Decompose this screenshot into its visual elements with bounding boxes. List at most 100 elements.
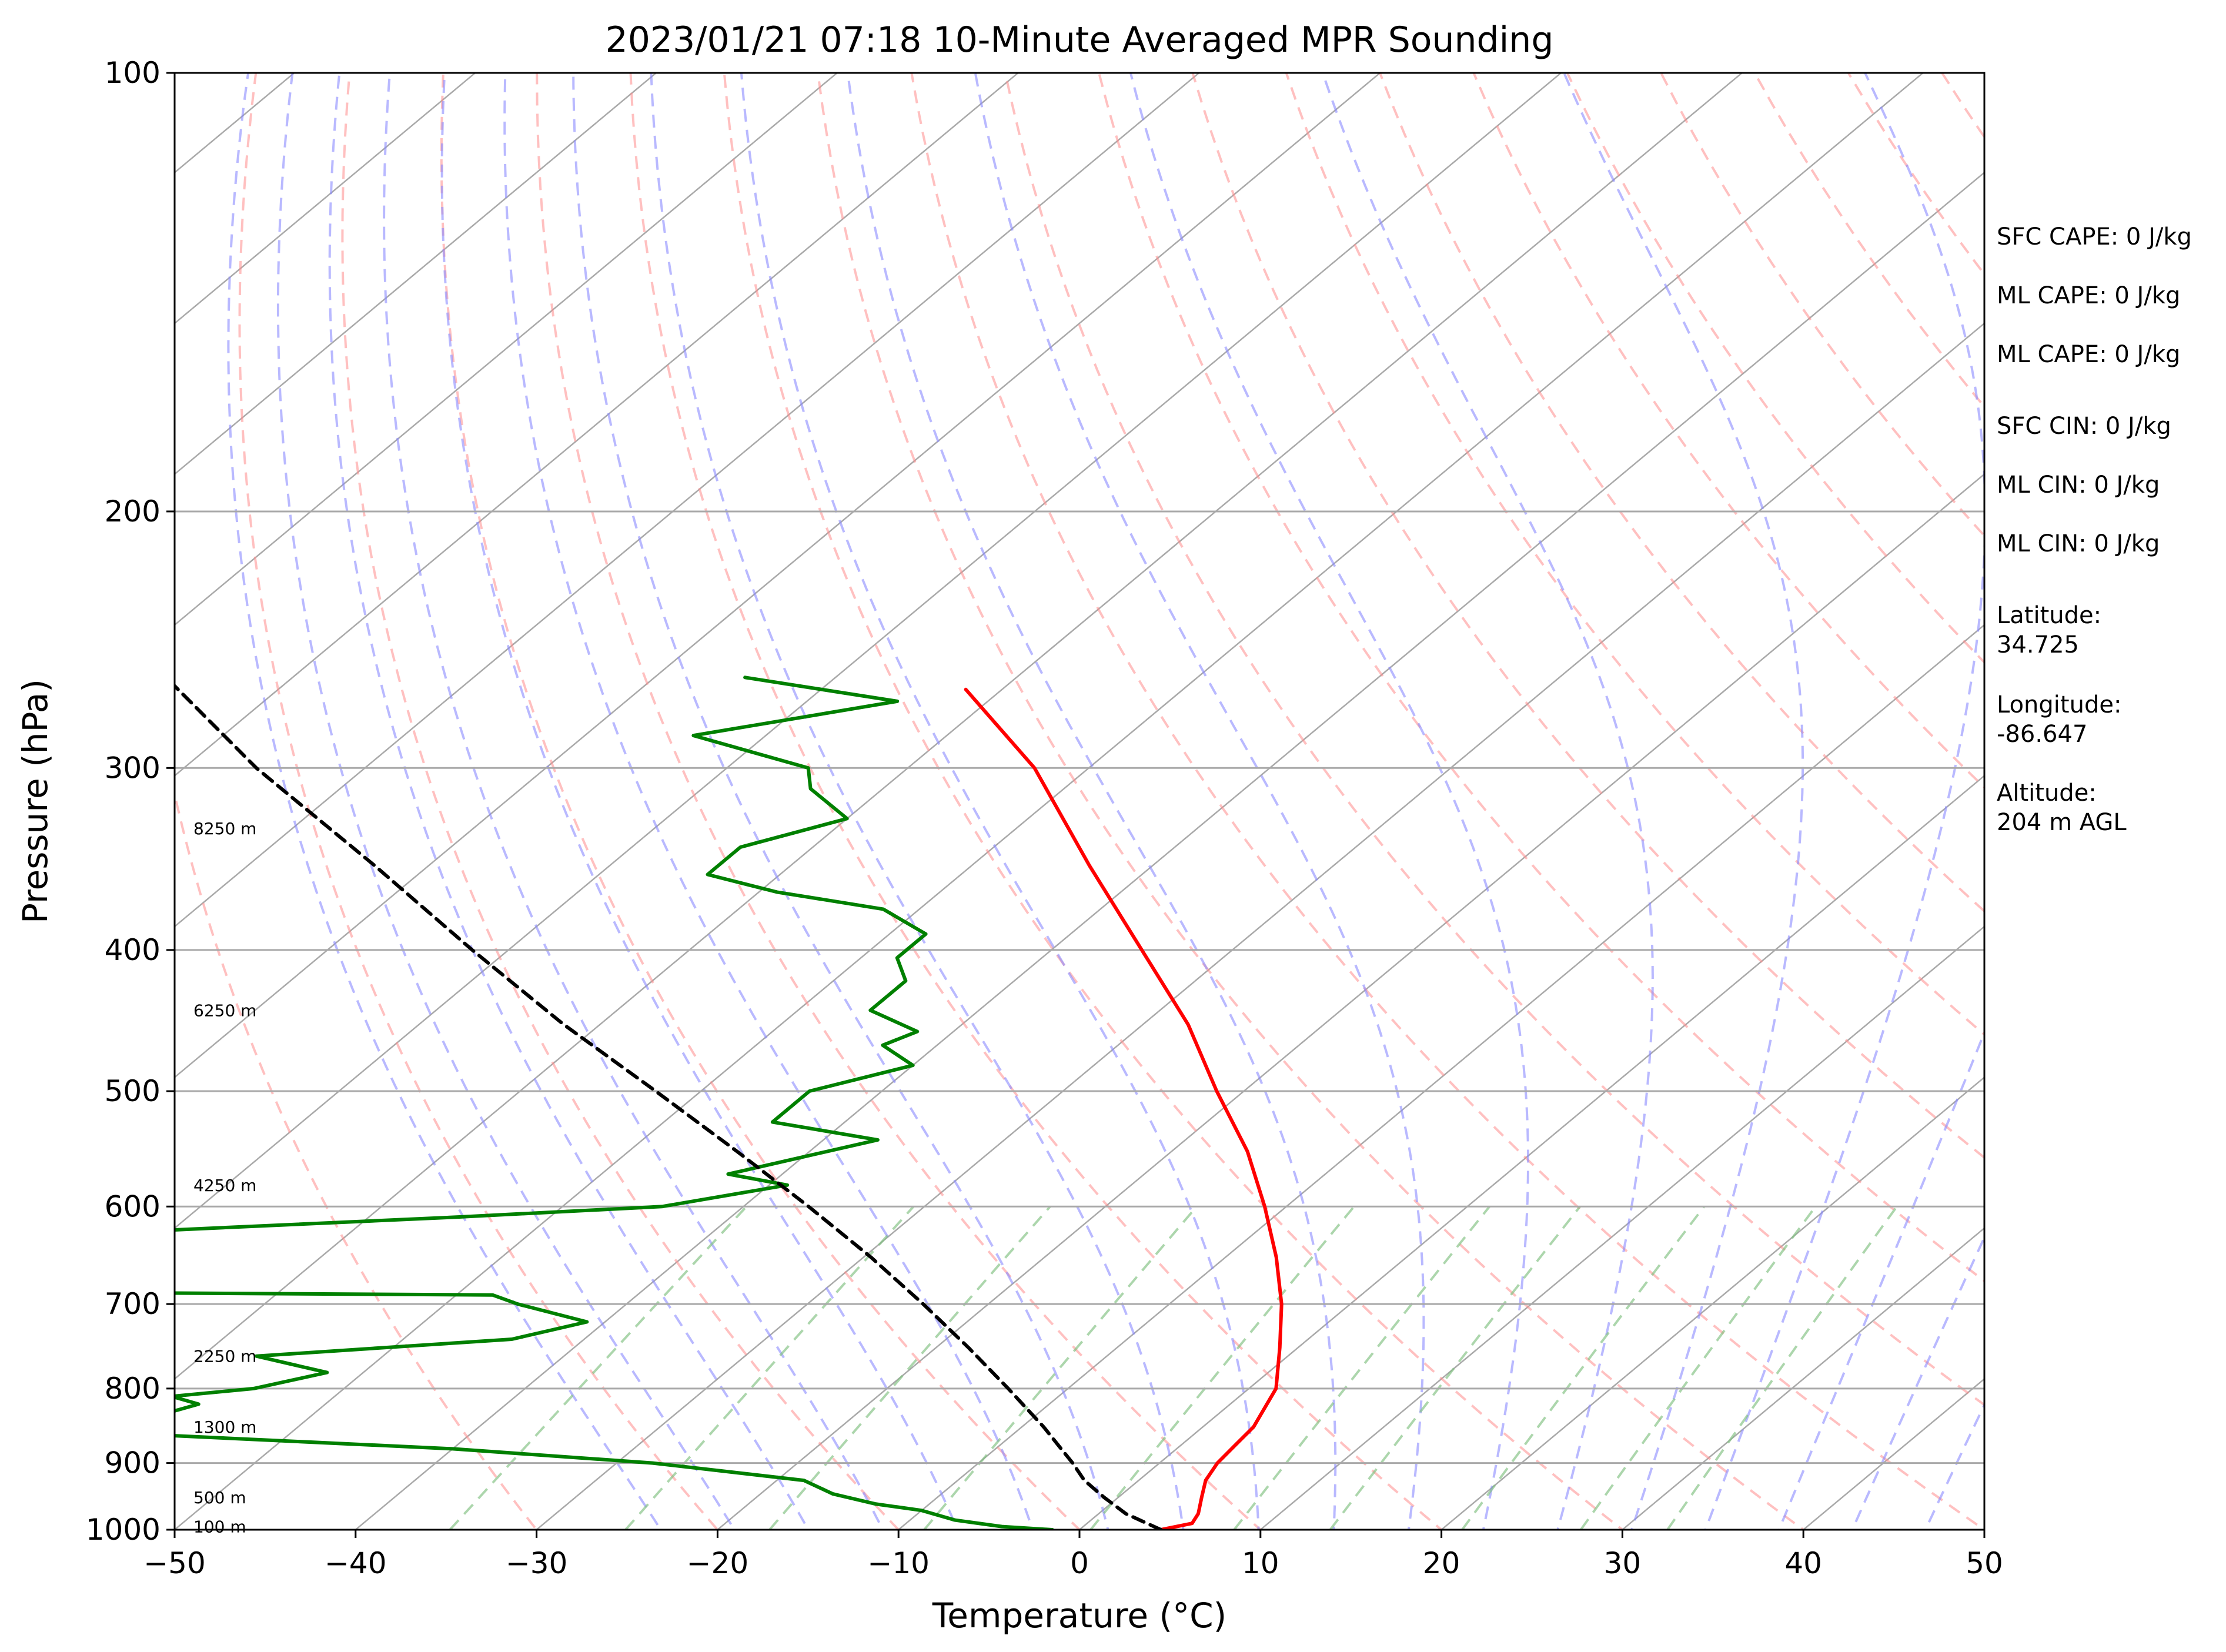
series-line-dewpoint <box>175 675 1054 1530</box>
isotherm-line <box>1440 1076 1984 1530</box>
dry-adiabat-line <box>817 73 1806 1530</box>
side-annotation: 34.725 <box>1997 631 2079 658</box>
dry-adiabat-line <box>723 73 1625 1530</box>
moist-adiabat-line <box>974 73 1425 1530</box>
x-tick-label: 20 <box>1423 1546 1460 1580</box>
y-axis: 100 200 300 400 500 600 700 800 900 1000 <box>86 56 175 1547</box>
dry-adiabat-line <box>1098 73 1984 1283</box>
x-tick-label: 0 <box>1070 1546 1089 1580</box>
isotherm-line <box>535 322 1984 1530</box>
y-axis-label: Pressure (hPa) <box>15 679 55 924</box>
side-annotation: ML CAPE: 0 J/kg <box>1997 282 2180 309</box>
dry-adiabat-line <box>1659 73 1984 538</box>
moist-adiabat-line <box>846 73 1337 1530</box>
isotherm-line <box>1621 1227 1984 1530</box>
x-tick-label: 10 <box>1242 1546 1279 1580</box>
moist-adiabat-line <box>1321 73 1654 1530</box>
moist-adiabat-line <box>740 73 1260 1530</box>
moist-adiabat-line <box>1777 1029 1984 1530</box>
x-tick-label: −10 <box>867 1546 930 1580</box>
moist-adiabat-line <box>383 73 884 1530</box>
height-label: 1300 m <box>193 1417 256 1437</box>
height-labels: 8250 m 6250 m 4250 m 2250 m 1300 m 500 m 100 m <box>193 819 256 1537</box>
side-annotations: SFC CAPE: 0 J/kg ML CAPE: 0 J/kg ML CAPE: … <box>1997 223 2192 836</box>
mixing-ratio-line <box>449 1205 748 1530</box>
dry-adiabat-line <box>2199 41 2226 1561</box>
isotherm-line <box>175 73 1924 1530</box>
isotherm-line <box>716 473 1984 1530</box>
isotherm-line <box>175 73 477 325</box>
side-annotation: Longitude: <box>1997 691 2121 718</box>
side-annotation: ML CIN: 0 J/kg <box>1997 471 2160 499</box>
side-annotation: ML CIN: 0 J/kg <box>1997 530 2160 557</box>
dry-adiabat-line <box>2107 41 2226 1561</box>
y-tick-label: 700 <box>105 1287 161 1321</box>
y-tick-label: 300 <box>105 751 161 785</box>
mixing-ratio-line <box>1461 1206 1705 1530</box>
background-lines <box>175 41 2226 1561</box>
dry-adiabat-line <box>1378 73 1984 913</box>
y-tick-label: 900 <box>105 1446 161 1480</box>
x-tick-label: 50 <box>1966 1546 2003 1580</box>
side-annotation: -86.647 <box>1997 721 2087 748</box>
moist-adiabat-line <box>1851 1235 1984 1530</box>
isotherm-line <box>175 73 838 626</box>
moist-adiabat-line <box>572 73 1109 1530</box>
dry-adiabat-line <box>1004 73 1984 1407</box>
height-label: 500 m <box>193 1488 246 1507</box>
moist-adiabat-line <box>1924 1402 1984 1530</box>
x-tick-label: −30 <box>506 1546 568 1580</box>
y-tick-label: 800 <box>105 1372 161 1406</box>
dry-adiabat-line <box>440 73 1081 1530</box>
moist-adiabat-line <box>503 73 1034 1530</box>
x-tick-label: −40 <box>325 1546 387 1580</box>
dry-adiabat-line <box>1753 73 1984 409</box>
isotherm-line <box>175 73 1382 1079</box>
isotherm-line <box>175 73 1743 1380</box>
isotherm-line <box>354 171 1984 1530</box>
height-label: 8250 m <box>193 819 256 838</box>
y-tick-label: 600 <box>105 1189 161 1223</box>
x-axis-label: Temperature (°C) <box>932 1596 1227 1636</box>
moist-adiabat-line <box>328 73 810 1530</box>
isotherm-line <box>2128 41 2226 1561</box>
series-line-parcel <box>175 683 1163 1530</box>
x-tick-label: −50 <box>143 1546 206 1580</box>
series-line-temperature <box>964 687 1284 1530</box>
height-label: 100 m <box>193 1517 246 1537</box>
dry-adiabat-line <box>341 73 900 1530</box>
moist-adiabat-line <box>1704 73 1984 1530</box>
y-tick-label: 200 <box>105 494 161 529</box>
isotherm-line <box>175 73 1562 1229</box>
moist-adiabat-line <box>227 73 663 1530</box>
y-tick-label: 400 <box>105 933 161 967</box>
dry-adiabat-line <box>238 73 720 1530</box>
moist-adiabat-line <box>276 73 736 1530</box>
x-tick-label: 30 <box>1604 1546 1642 1580</box>
height-label: 4250 m <box>193 1176 256 1195</box>
isotherm-line <box>897 624 1984 1530</box>
y-tick-label: 1000 <box>86 1513 161 1547</box>
isotherm-line <box>175 73 1020 777</box>
dry-adiabat-line <box>910 73 1984 1530</box>
side-annotation: SFC CAPE: 0 J/kg <box>1997 223 2192 250</box>
dry-adiabat-line <box>1472 73 1984 789</box>
side-annotation: Latitude: <box>1997 602 2101 629</box>
series-layer <box>175 675 1284 1530</box>
isotherm-line <box>175 73 1201 928</box>
side-annotation: Altitude: <box>1997 780 2097 807</box>
dry-adiabat-line <box>536 73 1262 1530</box>
isotherm-line <box>1078 774 1984 1530</box>
height-label: 6250 m <box>193 1001 256 1020</box>
moist-adiabat-line <box>1562 73 1804 1530</box>
side-annotation: 204 m AGL <box>1997 809 2127 836</box>
mixing-ratio-line <box>923 1206 1198 1530</box>
dry-adiabat-line <box>1566 73 1984 664</box>
y-tick-label: 500 <box>105 1074 161 1108</box>
height-label: 2250 m <box>193 1347 256 1366</box>
x-tick-label: 40 <box>1784 1546 1822 1580</box>
side-annotation: ML CAPE: 0 J/kg <box>1997 341 2180 368</box>
dry-adiabat-line <box>175 788 539 1530</box>
mixing-ratio-line <box>624 1205 915 1530</box>
